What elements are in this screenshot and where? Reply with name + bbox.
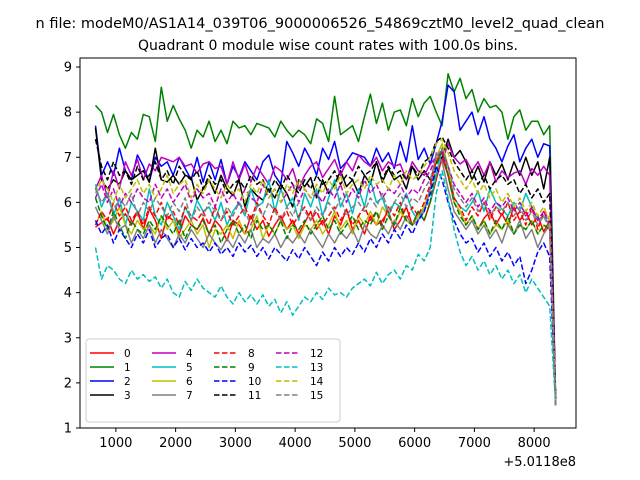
y-tick-label: 1 [64, 422, 72, 437]
series-line-3 [94, 127, 557, 406]
series-line-13 [94, 170, 557, 406]
legend-label: 5 [186, 362, 193, 374]
series-line-9 [94, 147, 557, 401]
x-tick-label: 5000 [338, 436, 371, 451]
series-line-12 [94, 149, 557, 406]
y-tick-label: 6 [64, 196, 72, 211]
x-tick-label: 4000 [279, 436, 312, 451]
x-axis: 1000 2000 3000 4000 5000 6000 7000 8000 [99, 428, 551, 451]
legend-label: 13 [310, 362, 323, 374]
series-layer [94, 73, 557, 406]
series-line-11 [94, 136, 557, 401]
x-tick-label: 8000 [518, 436, 551, 451]
series-line-4 [94, 142, 557, 401]
series-line-8 [94, 152, 557, 406]
y-tick-label: 5 [64, 241, 72, 256]
legend-label: 14 [310, 376, 324, 388]
axes-frame [79, 57, 577, 429]
y-tick-label: 3 [64, 331, 72, 346]
legend-label: 2 [124, 376, 131, 388]
figure-suptitle: n file: modeM0/AS1A14_039T06_9000006526_… [36, 16, 605, 32]
legend-label: 15 [310, 390, 323, 402]
legend-label: 12 [310, 348, 323, 360]
legend-label: 3 [124, 390, 131, 402]
legend-label: 9 [248, 362, 255, 374]
y-axis: 1 2 3 4 5 6 7 8 9 [64, 61, 80, 437]
series-line-5 [94, 147, 557, 406]
x-tick-label: 3000 [219, 436, 252, 451]
series-line-15 [94, 147, 557, 406]
legend-label: 7 [186, 390, 193, 402]
series-line-2 [94, 84, 557, 406]
legend-label: 10 [248, 376, 261, 388]
legend-box [85, 338, 341, 423]
legend-label: 6 [186, 376, 193, 388]
y-tick-label: 9 [64, 61, 72, 76]
legend-label: 4 [186, 348, 193, 360]
series-line-1 [94, 73, 557, 401]
series-line-14 [94, 138, 557, 401]
legend-label: 8 [248, 348, 255, 360]
x-tick-label: 2000 [159, 436, 192, 451]
legend-label: 1 [124, 362, 131, 374]
x-axis-offset-label: +5.0118e8 [503, 455, 576, 470]
chart-title: Quadrant 0 module wise count rates with … [138, 38, 518, 54]
y-tick-label: 2 [64, 376, 72, 391]
y-tick-label: 4 [64, 286, 72, 301]
x-tick-label: 6000 [398, 436, 431, 451]
x-tick-label: 7000 [458, 436, 491, 451]
legend-label: 0 [124, 348, 131, 360]
series-line-10 [94, 165, 557, 406]
x-tick-label: 1000 [99, 436, 132, 451]
y-tick-label: 8 [64, 106, 72, 121]
legend-label: 11 [248, 390, 261, 402]
y-tick-label: 7 [64, 151, 72, 166]
